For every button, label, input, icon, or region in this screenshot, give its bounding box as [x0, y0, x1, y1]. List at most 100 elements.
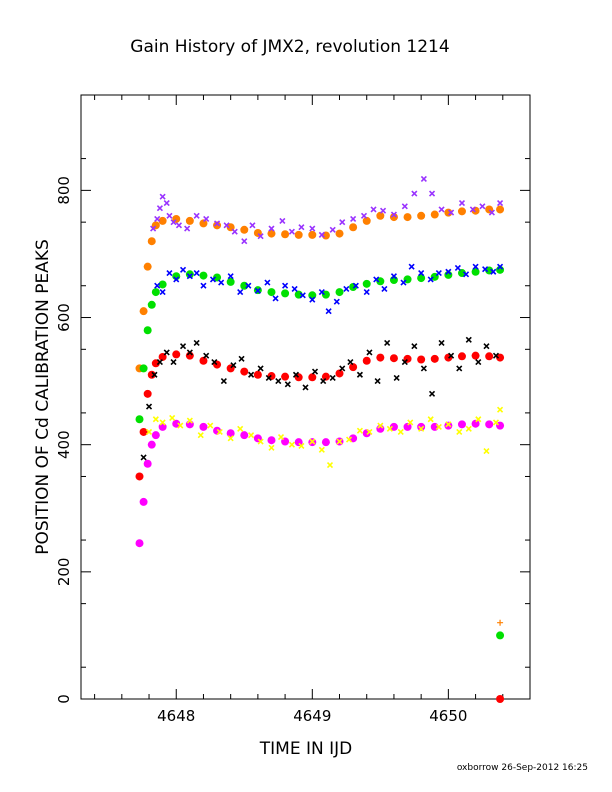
plot-frame — [80, 94, 531, 700]
data-point — [492, 352, 500, 359]
data-point — [281, 230, 290, 239]
data-point — [389, 213, 398, 222]
data-point — [151, 359, 160, 368]
data-point — [485, 420, 494, 429]
data-series — [135, 175, 505, 703]
data-point — [143, 459, 152, 468]
data-point — [457, 269, 466, 278]
data-point — [186, 417, 193, 424]
data-point — [308, 373, 317, 382]
data-point — [349, 434, 358, 443]
data-point — [193, 339, 200, 347]
data-point — [240, 281, 249, 290]
data-point — [492, 419, 500, 426]
data-point — [377, 422, 384, 429]
data-point — [213, 426, 222, 435]
x-tick-label: 4648 — [157, 707, 195, 725]
series-6 — [135, 419, 505, 548]
data-point — [339, 365, 346, 372]
data-point — [393, 374, 400, 381]
data-point — [376, 211, 385, 220]
data-point — [326, 461, 334, 469]
series-4 — [135, 350, 505, 703]
y-tick-label: 600 — [55, 303, 73, 332]
data-point — [456, 428, 463, 436]
data-point — [321, 372, 330, 381]
data-point — [199, 356, 208, 365]
series-0 — [135, 205, 505, 373]
data-point — [151, 288, 160, 297]
data-point — [400, 279, 407, 286]
data-point — [430, 422, 439, 431]
data-point — [366, 428, 373, 436]
data-point — [488, 209, 495, 216]
data-point — [238, 355, 245, 362]
data-point — [390, 211, 398, 218]
data-point — [408, 263, 415, 270]
data-point — [248, 432, 255, 439]
data-point — [257, 438, 264, 445]
series-1 — [150, 175, 504, 245]
data-point — [139, 364, 148, 373]
data-point — [145, 403, 153, 410]
data-point — [193, 269, 200, 277]
data-point — [213, 220, 221, 227]
data-point — [496, 353, 505, 362]
data-point — [427, 416, 434, 423]
data-point — [352, 282, 359, 289]
data-point — [386, 425, 393, 432]
data-point — [172, 350, 181, 359]
data-point — [265, 374, 272, 381]
data-point — [384, 339, 391, 347]
data-point — [231, 228, 238, 235]
data-point — [363, 289, 370, 296]
data-point — [435, 423, 442, 430]
series-5 — [140, 336, 500, 461]
data-point — [345, 436, 353, 443]
data-point — [159, 419, 166, 426]
data-point — [373, 276, 380, 283]
data-point — [360, 212, 368, 219]
data-point — [366, 349, 373, 356]
data-point — [185, 216, 194, 225]
data-point — [284, 381, 291, 388]
data-point — [140, 454, 147, 461]
data-point — [445, 421, 452, 428]
data-point — [417, 211, 426, 220]
data-point — [185, 270, 194, 279]
data-point — [497, 263, 504, 270]
footer-credit: oxborrow 26-Sep-2012 16:25 — [457, 763, 588, 773]
data-point — [288, 228, 295, 235]
data-point — [267, 436, 276, 445]
data-point — [376, 277, 385, 286]
data-point — [213, 221, 222, 230]
data-point — [179, 343, 187, 350]
data-point — [454, 264, 461, 272]
data-point — [411, 343, 418, 350]
data-point — [173, 276, 180, 283]
data-point — [444, 421, 453, 430]
data-point — [335, 288, 344, 297]
data-point — [417, 422, 426, 431]
data-point — [309, 438, 316, 445]
data-point — [485, 266, 494, 275]
data-point — [471, 267, 480, 276]
data-point — [223, 222, 230, 229]
data-point — [320, 378, 327, 385]
data-point — [147, 370, 156, 379]
data-point — [209, 276, 217, 283]
data-point — [272, 295, 279, 302]
data-point — [403, 422, 412, 431]
data-point — [309, 225, 316, 232]
data-point — [390, 273, 398, 280]
data-point — [226, 429, 235, 438]
data-point — [159, 289, 166, 296]
data-point — [154, 215, 161, 223]
data-point — [139, 497, 148, 506]
data-point — [318, 231, 325, 238]
data-point — [248, 371, 255, 378]
data-point — [147, 300, 156, 309]
data-point — [462, 271, 470, 278]
data-point — [347, 358, 354, 366]
data-point — [139, 427, 148, 436]
